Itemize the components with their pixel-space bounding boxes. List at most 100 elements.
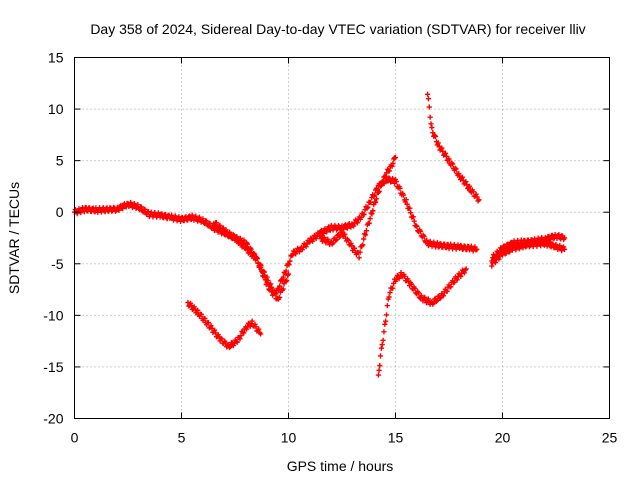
data-point <box>360 242 366 248</box>
data-point <box>436 143 442 149</box>
data-point <box>353 219 360 225</box>
data-point <box>320 230 326 237</box>
data-point <box>475 198 481 204</box>
data-point <box>474 246 480 252</box>
data-point <box>367 216 373 222</box>
data-point <box>188 303 195 309</box>
data-point <box>371 192 378 198</box>
data-point <box>116 207 122 213</box>
data-point <box>284 277 290 284</box>
data-point <box>421 233 427 239</box>
data-point <box>253 324 259 330</box>
data-point <box>280 286 286 292</box>
data-point <box>405 276 411 282</box>
data-point <box>476 197 482 203</box>
data-point <box>507 249 513 255</box>
data-point <box>227 343 234 350</box>
data-point <box>186 213 193 219</box>
data-point <box>192 306 198 312</box>
data-point <box>442 150 449 156</box>
x-tick-label: 5 <box>178 430 186 446</box>
data-point <box>321 234 327 241</box>
data-point <box>178 218 184 225</box>
data-point <box>556 231 562 238</box>
data-point <box>290 252 296 258</box>
data-point <box>437 295 443 302</box>
data-point <box>417 228 424 234</box>
data-point <box>351 223 357 229</box>
series-arc-4 <box>425 91 482 204</box>
data-point <box>444 288 450 294</box>
data-point <box>424 237 430 243</box>
data-point <box>241 330 247 336</box>
data-point <box>285 271 292 277</box>
series-arc-6 <box>375 266 469 378</box>
data-point <box>258 331 264 337</box>
data-point <box>341 226 347 232</box>
grid-layer <box>74 57 610 419</box>
data-point <box>414 223 420 229</box>
data-point <box>138 204 144 210</box>
data-point <box>516 246 523 252</box>
data-point <box>366 220 372 226</box>
data-point <box>303 243 309 250</box>
data-point <box>286 262 292 268</box>
data-point <box>443 153 449 159</box>
data-point <box>548 236 554 242</box>
tick-layer: 0 5 10 15 20 25 -20 -15 -10 -5 0 5 10 15 <box>43 50 617 446</box>
data-point <box>381 329 387 335</box>
data-point <box>383 174 389 180</box>
data-point <box>473 191 479 197</box>
plot-frame <box>74 57 610 419</box>
data-point <box>520 245 526 251</box>
x-tick-label: 25 <box>602 430 618 446</box>
data-point <box>369 211 375 217</box>
data-point <box>383 318 389 324</box>
data-point <box>212 330 219 336</box>
data-point <box>422 294 428 300</box>
data-point <box>561 235 568 241</box>
data-point <box>470 189 476 195</box>
data-point <box>434 297 440 303</box>
data-point <box>390 285 396 291</box>
x-tick-label: 10 <box>281 430 297 446</box>
data-point <box>373 196 380 202</box>
data-point <box>445 157 451 163</box>
series-arc-5 <box>185 299 264 351</box>
data-point <box>400 192 407 198</box>
data-point <box>223 340 229 346</box>
data-point <box>387 289 393 296</box>
data-point <box>397 185 403 191</box>
data-point <box>271 288 277 294</box>
data-point <box>219 336 225 342</box>
y-tick-label: -10 <box>43 307 63 323</box>
data-point <box>306 239 312 246</box>
data-point <box>260 268 267 274</box>
series-arc-2 <box>211 219 292 302</box>
data-point <box>432 132 438 139</box>
data-point <box>220 225 227 231</box>
data-point <box>380 337 386 343</box>
data-point <box>356 255 362 261</box>
data-point <box>318 233 324 239</box>
data-point <box>142 206 148 212</box>
data-point <box>258 262 264 268</box>
data-point <box>278 277 285 283</box>
data-point <box>167 215 173 221</box>
data-point <box>344 225 350 231</box>
data-point <box>373 199 379 205</box>
data-point <box>363 228 370 234</box>
data-point <box>285 261 291 267</box>
x-tick-label: 20 <box>495 430 511 446</box>
data-point <box>361 236 367 242</box>
data-point <box>503 250 509 256</box>
data-point <box>234 235 240 241</box>
data-point <box>407 205 413 211</box>
data-point <box>114 204 120 210</box>
data-point <box>277 283 283 289</box>
data-point <box>357 249 363 255</box>
data-point <box>546 239 552 245</box>
data-point <box>203 218 210 224</box>
data-point <box>384 303 390 309</box>
data-point <box>345 237 352 244</box>
